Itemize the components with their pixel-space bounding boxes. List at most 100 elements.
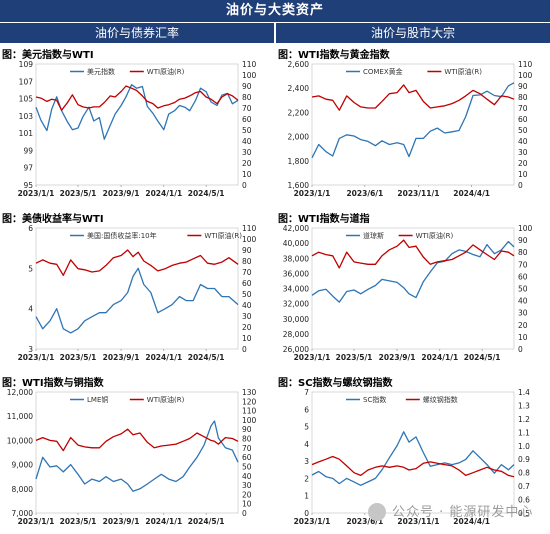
y-tick-left: 6 (28, 224, 33, 233)
y-tick-left: 7,000 (12, 509, 34, 518)
x-tick-label: 2024/4/1 (453, 189, 490, 198)
y-tick-left: 4 (304, 440, 309, 449)
y-tick-left: 11,000 (7, 412, 33, 421)
y-tick-left: 12,000 (7, 388, 33, 397)
y-tick-right: 90 (518, 236, 528, 245)
y-tick-right: 100 (518, 224, 533, 233)
y-tick-right: 110 (242, 60, 257, 69)
plot-frame (311, 227, 515, 350)
y-tick-left: 107 (19, 77, 34, 86)
y-tick-left: 2,600 (288, 60, 310, 69)
y-tick-left: 8,000 (12, 485, 34, 494)
y-tick-left: 1,600 (288, 181, 310, 190)
x-tick-label: 2023/1/1 (294, 189, 331, 198)
y-tick-right: 70 (242, 104, 252, 113)
y-tick-right: 30 (242, 312, 252, 321)
y-tick-right: 50 (242, 290, 252, 299)
y-tick-right: 90 (518, 82, 528, 91)
y-tick-left: 3 (28, 345, 33, 354)
legend-label: LME铜 (87, 395, 108, 404)
y-tick-right: 60 (518, 115, 528, 124)
x-tick-label: 2023/1/1 (18, 517, 55, 526)
legend-label: 道琼斯 (363, 231, 384, 240)
y-tick-right: 80 (242, 257, 252, 266)
y-tick-right: 30 (518, 148, 528, 157)
series-line (35, 249, 239, 276)
x-tick-label: 2024/5/1 (188, 189, 225, 198)
chart-title: 图：美元指数与WTI (2, 50, 94, 61)
y-tick-right: 0 (242, 181, 247, 190)
y-tick-right: 60 (242, 115, 252, 124)
y-tick-right: 10 (242, 334, 252, 343)
panel-dow-wti: 图：WTI指数与道指 26,000 28,000 30,000 32,000 34,00… (276, 210, 546, 370)
y-tick-left: 30,000 (283, 315, 309, 324)
chart-title: 图：WTI指数与黄金指数 (278, 50, 390, 61)
y-tick-right: 1.1 (518, 428, 530, 437)
chart-svg-usd-wti: 95 97 99 101 103 105 107 109 0 10 20 30 40 50 60 70 80 90… (18, 60, 257, 198)
x-tick-label: 2023/5/1 (336, 353, 373, 362)
x-tick-label: 2023/5/1 (60, 353, 97, 362)
section-left-header: 油价与债券汇率 (0, 23, 274, 43)
y-tick-left: 101 (19, 129, 34, 138)
y-tick-left: 36,000 (283, 269, 309, 278)
y-tick-right: 1.2 (518, 415, 530, 424)
y-tick-right: 40 (242, 472, 252, 481)
legend-label: 美元指数 (87, 67, 115, 76)
legend-label: 螺纹钢指数 (423, 395, 458, 404)
chart-svg-copper-wti: 7,000 8,000 9,000 10,000 11,000 12,000 0102030… (7, 388, 257, 526)
y-tick-right: 100 (242, 416, 257, 425)
x-tick-label: 2023/9/1 (103, 353, 140, 362)
y-tick-right: 80 (242, 435, 252, 444)
header-banner (0, 0, 550, 22)
y-tick-left: 109 (19, 60, 34, 69)
x-tick-label: 2023/1/1 (18, 353, 55, 362)
y-tick-left: 34,000 (283, 285, 309, 294)
y-tick-left: 3 (304, 457, 309, 466)
watermark: 公众号 · 能源研发中心 (368, 499, 538, 527)
x-tick-label: 2024/5/1 (188, 517, 225, 526)
x-tick-label: 2024/5/1 (464, 353, 501, 362)
y-tick-right: 100 (242, 71, 257, 80)
x-tick-label: 2023/5/1 (60, 517, 97, 526)
y-tick-right: 70 (518, 260, 528, 269)
y-tick-right: 0 (518, 345, 523, 354)
panel-copper-wti: 图：WTI指数与铜指数 7,000 8,000 9,000 10,000 11,000 1… (0, 374, 270, 534)
series-line (311, 455, 515, 478)
y-tick-right: 10 (242, 170, 252, 179)
y-tick-right: 80 (518, 248, 528, 257)
x-tick-label: 2024/1/1 (145, 353, 182, 362)
y-tick-right: 100 (242, 235, 257, 244)
y-tick-right: 90 (242, 82, 252, 91)
y-tick-right: 10 (242, 500, 252, 509)
x-tick-label: 2023/9/1 (103, 189, 140, 198)
x-tick-label: 2023/11/1 (397, 189, 439, 198)
page-title: 油价与大类资产 (225, 3, 324, 18)
wechat-icon (368, 503, 386, 521)
y-tick-left: 2,000 (288, 133, 310, 142)
y-tick-right: 1.3 (518, 401, 530, 410)
chart-title: 图：美债收益率与WTI (2, 214, 104, 225)
y-tick-left: 10,000 (7, 436, 33, 445)
y-tick-right: 1.4 (518, 388, 530, 397)
y-tick-left: 97 (23, 164, 33, 173)
y-tick-right: 30 (242, 481, 252, 490)
y-tick-right: 50 (242, 126, 252, 135)
y-tick-right: 10 (518, 333, 528, 342)
y-tick-right: 0 (242, 345, 247, 354)
y-tick-left: 32,000 (283, 300, 309, 309)
y-tick-right: 20 (242, 490, 252, 499)
series-line (311, 240, 515, 303)
series-line (311, 82, 515, 159)
legend-label: WTI原油(R) (444, 67, 482, 76)
series-line (311, 239, 515, 269)
y-tick-right: 100 (518, 71, 533, 80)
legend-label: WTI原油(R) (147, 67, 185, 76)
y-tick-right: 0 (518, 181, 523, 190)
y-tick-left: 28,000 (283, 330, 309, 339)
y-tick-right: 60 (518, 272, 528, 281)
y-tick-left: 4 (28, 305, 33, 314)
section-right-header: 油价与股市大宗 (276, 23, 550, 43)
y-tick-left: 99 (23, 146, 33, 155)
y-tick-right: 60 (242, 279, 252, 288)
